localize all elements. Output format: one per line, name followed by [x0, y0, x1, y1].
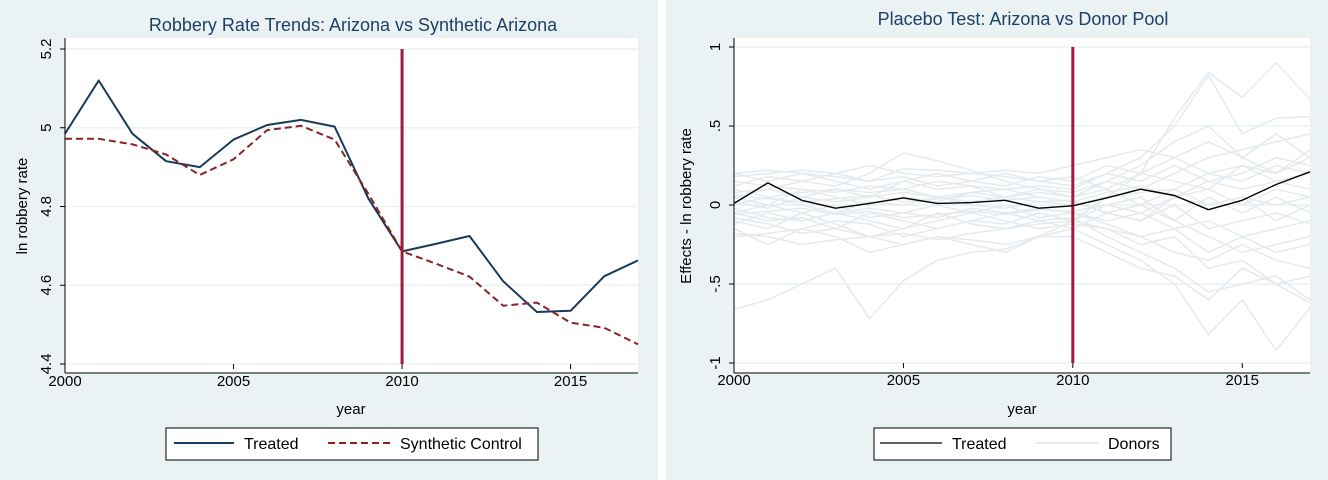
series-line-donors: [733, 149, 1311, 198]
panel-divider: [658, 0, 666, 480]
placebo-test-chart: Placebo Test: Arizona vs Donor Pool -1 -.…: [678, 9, 1311, 461]
y-axis-label: Effects - ln robbery rate: [678, 128, 695, 284]
x-tick-label: 2015: [1226, 372, 1259, 389]
x-tick-label: 2000: [717, 372, 750, 389]
y-tick-label: .5: [707, 120, 724, 133]
legend-label-treated: Treated: [244, 436, 299, 453]
x-tick-label: 2010: [1056, 372, 1089, 389]
series-line-donors: [733, 212, 1311, 301]
y-tick-label: -1: [707, 356, 724, 369]
series-group: [64, 79, 639, 346]
gridlines: [65, 48, 638, 365]
legend: Treated Donors: [873, 427, 1172, 461]
series-line-donors: [733, 141, 1311, 187]
x-ticks: 2000 2005 2010 2015: [48, 364, 587, 390]
series-line-donors: [733, 74, 1311, 187]
series-line-donors: [733, 216, 1311, 285]
x-tick-label: 2000: [48, 373, 81, 390]
series-line-donors: [733, 156, 1311, 198]
y-tick-label: 4.8: [38, 196, 55, 217]
y-tick-label: -.5: [707, 275, 724, 293]
plot-area: [65, 38, 638, 373]
treated-series: [733, 171, 1311, 211]
y-tick-label: 4.4: [38, 354, 55, 375]
legend: Treated Synthetic Control: [165, 427, 539, 461]
series-line-donors: [733, 148, 1311, 190]
y-ticks: -1 -.5 0 .5 1: [707, 43, 734, 370]
y-tick-label: 4.6: [38, 275, 55, 296]
series-line-donors: [733, 62, 1311, 320]
series-line-donors: [733, 196, 1311, 219]
x-ticks: 2000 2005 2010 2015: [717, 363, 1259, 389]
series-line-donors: [733, 133, 1311, 206]
series-line-treated: [733, 171, 1311, 211]
y-tick-label: 0: [707, 201, 724, 209]
x-axis-label: year: [336, 401, 365, 418]
series-line-donors: [733, 172, 1311, 203]
robbery-trends-chart: Robbery Rate Trends: Arizona vs Syntheti…: [14, 15, 639, 461]
series-line-donors: [733, 207, 1311, 254]
y-tick-label: 5: [38, 124, 55, 132]
gridlines: [734, 46, 1310, 364]
series-line-donors: [733, 232, 1311, 304]
x-tick-label: 2005: [887, 372, 920, 389]
x-axis-label: year: [1007, 401, 1036, 418]
y-axis-label: ln robbery rate: [14, 158, 31, 255]
legend-box: [873, 427, 1172, 461]
y-ticks: 4.4 4.6 4.8 5 5.2: [38, 39, 65, 375]
series-line-donors: [733, 196, 1311, 254]
y-tick-label: 1: [707, 43, 724, 51]
x-tick-label: 2015: [554, 373, 587, 390]
series-line-treated: [64, 79, 639, 313]
legend-label-donors: Donors: [1108, 436, 1160, 453]
series-line-donors: [733, 125, 1311, 198]
series-line-donors: [733, 164, 1311, 214]
x-tick-label: 2010: [385, 373, 418, 390]
x-tick-label: 2005: [217, 373, 250, 390]
donor-lines: [733, 62, 1311, 352]
legend-label-treated: Treated: [952, 436, 1007, 453]
chart-title: Robbery Rate Trends: Arizona vs Syntheti…: [149, 15, 558, 35]
series-line-donors: [733, 227, 1311, 352]
y-tick-label: 5.2: [38, 39, 55, 60]
chart-title: Placebo Test: Arizona vs Donor Pool: [878, 9, 1169, 29]
legend-label-synthetic: Synthetic Control: [400, 436, 522, 453]
